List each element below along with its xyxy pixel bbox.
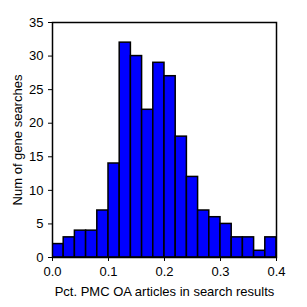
svg-text:30: 30 [29,48,43,63]
svg-text:0.0: 0.0 [43,264,61,279]
svg-text:5: 5 [36,216,43,231]
svg-text:25: 25 [29,82,43,97]
svg-text:0.3: 0.3 [211,264,229,279]
svg-text:10: 10 [29,183,43,198]
svg-text:0.4: 0.4 [267,264,285,279]
svg-text:Pct. PMC OA articles in search: Pct. PMC OA articles in search results [55,284,275,299]
svg-text:0.2: 0.2 [155,264,173,279]
svg-text:15: 15 [29,149,43,164]
svg-text:Num of gene searches: Num of gene searches [10,74,25,205]
svg-text:35: 35 [29,15,43,30]
svg-text:20: 20 [29,115,43,130]
svg-text:0.1: 0.1 [99,264,117,279]
svg-text:0: 0 [36,250,43,265]
